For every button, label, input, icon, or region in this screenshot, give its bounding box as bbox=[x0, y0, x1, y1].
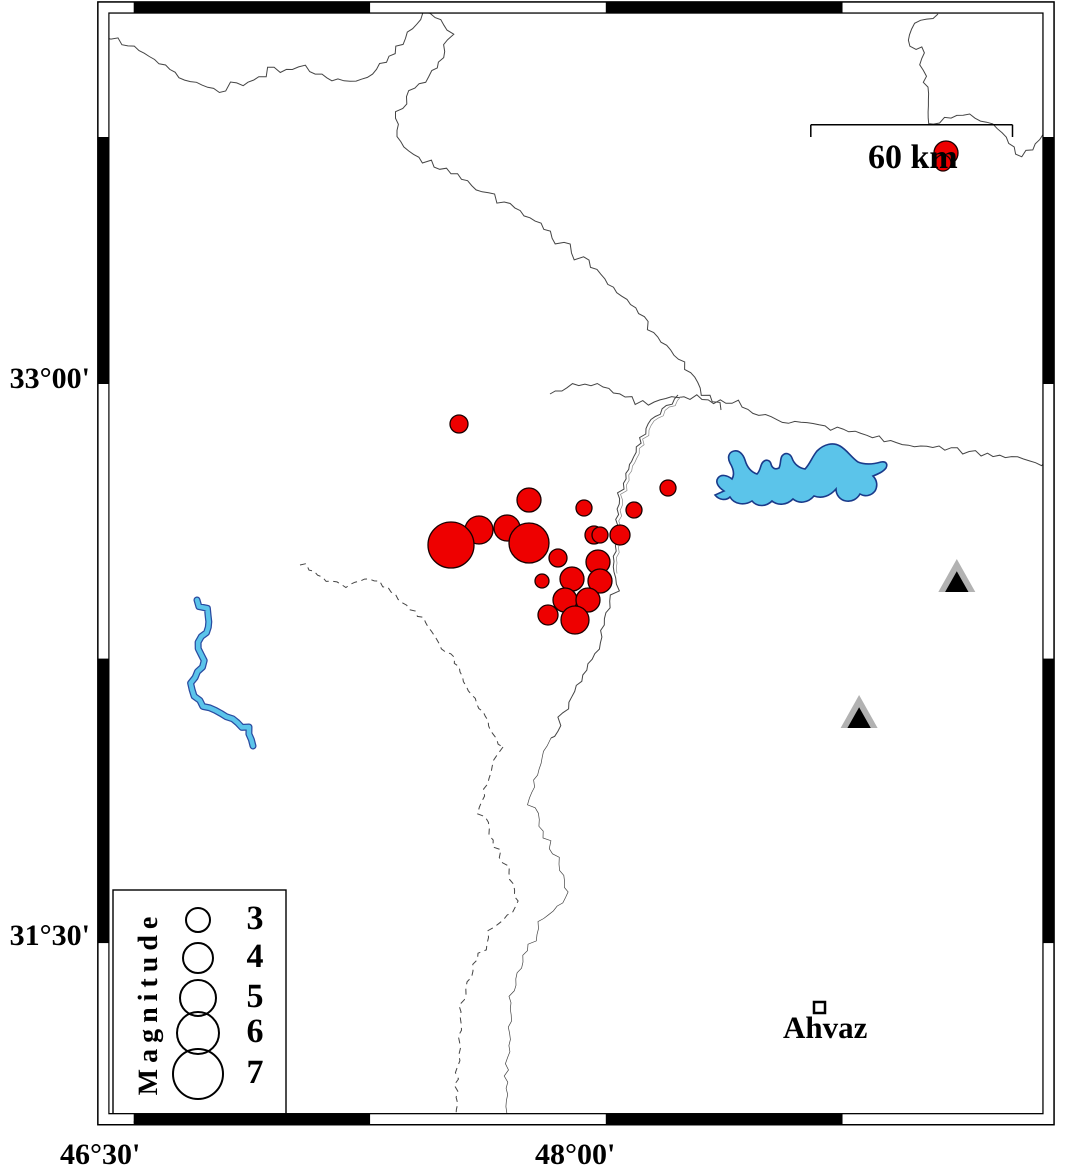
svg-text:7: 7 bbox=[247, 1054, 264, 1091]
svg-text:Ahvaz: Ahvaz bbox=[783, 1010, 868, 1045]
svg-text:3: 3 bbox=[247, 900, 264, 937]
svg-text:60 km: 60 km bbox=[868, 139, 958, 176]
svg-text:6: 6 bbox=[247, 1013, 264, 1050]
svg-text:Magnitude: Magnitude bbox=[133, 911, 164, 1096]
svg-text:4: 4 bbox=[247, 938, 264, 975]
svg-text:5: 5 bbox=[247, 978, 264, 1015]
